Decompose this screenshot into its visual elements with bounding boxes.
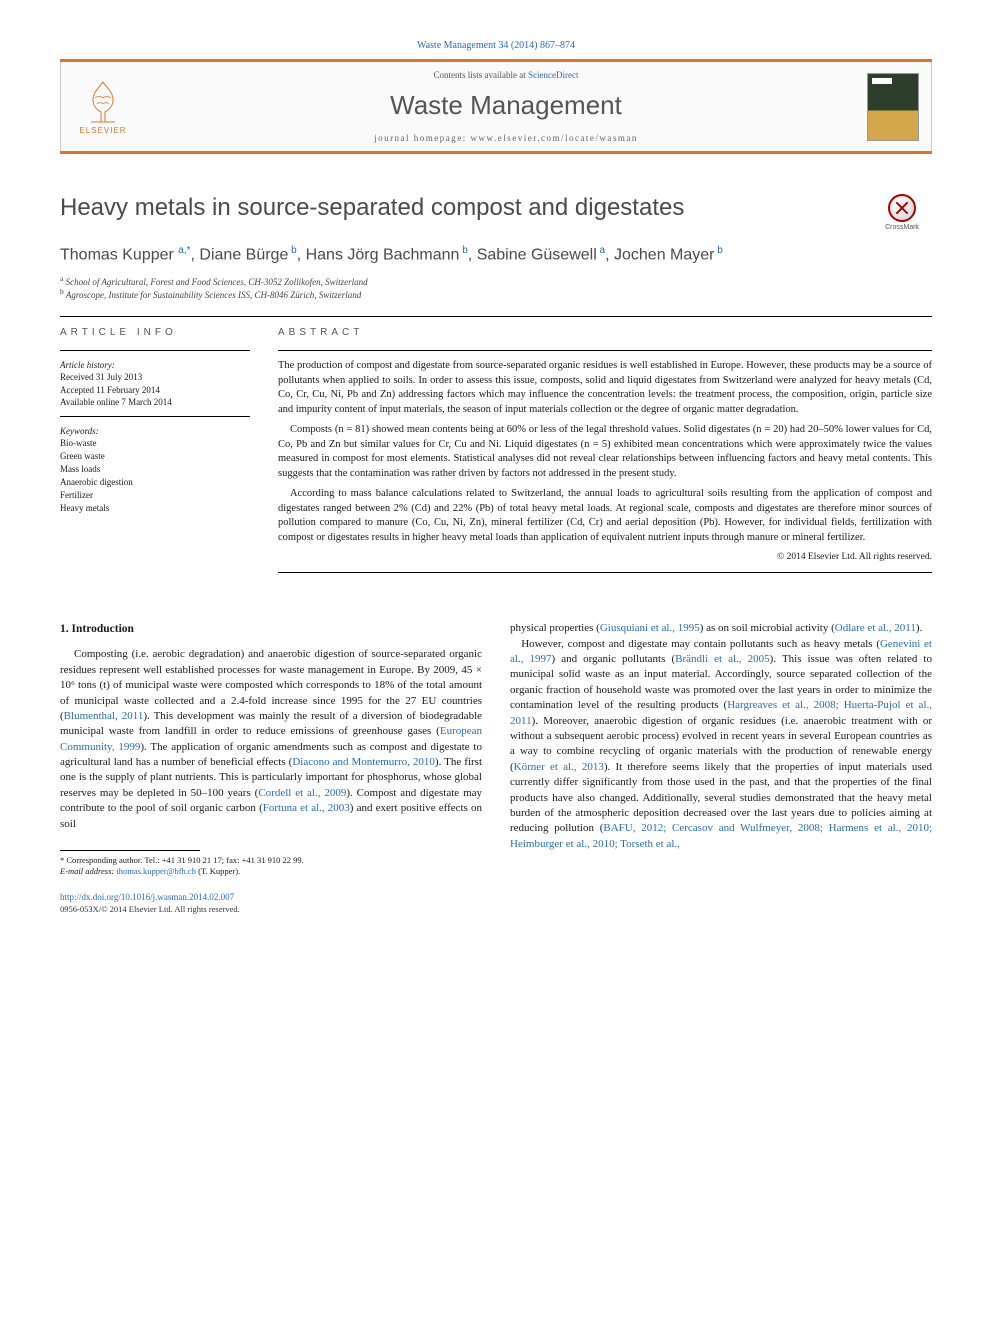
corr-email-link[interactable]: thomas.kupper@bfh.ch [116, 866, 196, 876]
sciencedirect-link[interactable]: ScienceDirect [528, 70, 578, 80]
journal-homepage-line: journal homepage: www.elsevier.com/locat… [145, 133, 867, 143]
email-label: E-mail address: [60, 866, 114, 876]
keywords-list: Bio-wasteGreen wasteMass loadsAnaerobic … [60, 437, 250, 515]
citation-line: Waste Management 34 (2014) 867–874 [60, 40, 932, 51]
info-rule [60, 416, 250, 417]
journal-name: Waste Management [145, 90, 867, 121]
abstract-p2: Composts (n = 81) showed mean contents b… [278, 423, 932, 481]
abstract-p1: The production of compost and digestate … [278, 359, 932, 417]
article-title: Heavy metals in source-separated compost… [60, 194, 872, 222]
abstract-end-rule [278, 572, 932, 573]
crossmark-badge[interactable]: CrossMark [872, 194, 932, 231]
intro-text-left: Composting (i.e. aerobic degradation) an… [60, 647, 482, 832]
keyword-item: Anaerobic digestion [60, 476, 250, 489]
affiliation-a: School of Agricultural, Forest and Food … [66, 277, 368, 287]
intro-text-right: physical properties (Giusquiani et al., … [510, 621, 932, 852]
affiliation-b: Agroscope, Institute for Sustainability … [66, 290, 361, 300]
keyword-item: Bio-waste [60, 437, 250, 450]
elsevier-logo: ELSEVIER [73, 74, 133, 140]
homepage-label: journal homepage: [374, 133, 470, 143]
journal-header: ELSEVIER Contents lists available at Sci… [60, 62, 932, 151]
corr-line: * Corresponding author. Tel.: +41 31 910… [60, 855, 482, 866]
corresponding-author-note: * Corresponding author. Tel.: +41 31 910… [60, 855, 482, 877]
crossmark-icon [888, 194, 916, 222]
section-heading-intro: 1. Introduction [60, 621, 482, 637]
issn-copyright: 0956-053X/© 2014 Elsevier Ltd. All right… [60, 904, 482, 916]
article-info-heading: article info [60, 327, 250, 338]
abstract-copyright: © 2014 Elsevier Ltd. All rights reserved… [278, 551, 932, 564]
author-list: Thomas Kupper a,*, Diane Bürge b, Hans J… [60, 245, 932, 264]
elsevier-tree-icon [79, 78, 127, 126]
journal-cover-thumb [867, 73, 919, 141]
history-accepted: Accepted 11 February 2014 [60, 384, 250, 396]
keyword-item: Heavy metals [60, 502, 250, 515]
contents-available-line: Contents lists available at ScienceDirec… [145, 70, 867, 80]
footnote-rule [60, 850, 200, 851]
corr-email-suffix: (T. Kupper). [198, 866, 240, 876]
history-label: Article history: [60, 359, 250, 371]
doi-link[interactable]: http://dx.doi.org/10.1016/j.wasman.2014.… [60, 892, 234, 902]
article-info-column: article info Article history: Received 3… [60, 327, 250, 581]
abstract-column: abstract The production of compost and d… [278, 327, 932, 581]
abstract-heading: abstract [278, 327, 932, 338]
elsevier-wordmark: ELSEVIER [79, 126, 126, 135]
body-right-column: physical properties (Giusquiani et al., … [510, 621, 932, 915]
abstract-p3: According to mass balance calculations r… [278, 487, 932, 545]
crossmark-label: CrossMark [885, 224, 919, 231]
keyword-item: Fertilizer [60, 489, 250, 502]
history-received: Received 31 July 2013 [60, 371, 250, 383]
keyword-item: Mass loads [60, 463, 250, 476]
keyword-item: Green waste [60, 450, 250, 463]
abstract-rule [278, 350, 932, 351]
history-online: Available online 7 March 2014 [60, 396, 250, 408]
section-rule [60, 316, 932, 317]
homepage-url[interactable]: www.elsevier.com/locate/wasman [471, 133, 638, 143]
header-bottom-rule [60, 151, 932, 154]
info-rule [60, 350, 250, 351]
contents-prefix: Contents lists available at [434, 70, 528, 80]
affiliations: a School of Agricultural, Forest and Foo… [60, 274, 932, 300]
keywords-label: Keywords: [60, 425, 250, 437]
body-left-column: 1. Introduction Composting (i.e. aerobic… [60, 621, 482, 915]
